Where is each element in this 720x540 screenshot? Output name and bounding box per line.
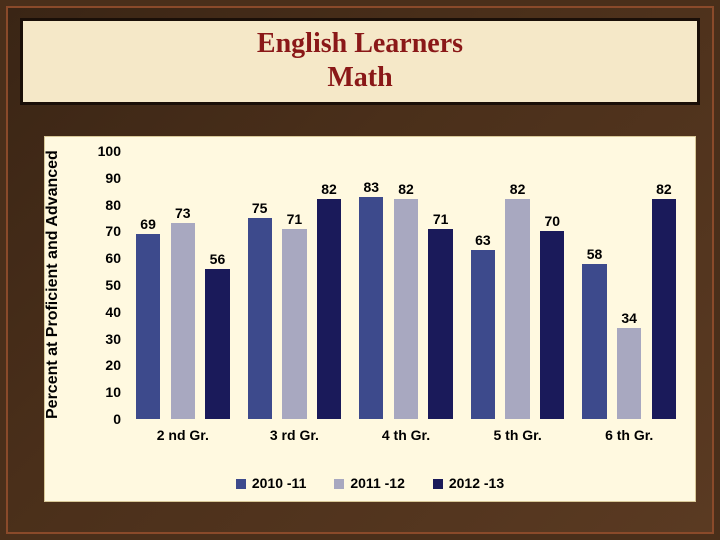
y-tick: 10: [105, 384, 121, 400]
y-axis-label-text: Percent at Proficient and Advanced: [44, 150, 61, 419]
plot-area: 01020304050607080901006973562 nd Gr.7571…: [127, 151, 685, 419]
x-tick: 2 nd Gr.: [157, 427, 209, 443]
bar-value-label: 70: [544, 213, 560, 229]
bar-value-label: 82: [398, 181, 414, 197]
bar: 82: [394, 199, 418, 419]
bar: 73: [171, 223, 195, 419]
y-tick: 70: [105, 223, 121, 239]
legend-label: 2012 -13: [449, 475, 504, 491]
bar-value-label: 56: [210, 251, 226, 267]
bar-value-label: 82: [321, 181, 337, 197]
bar: 69: [136, 234, 160, 419]
x-tick: 6 th Gr.: [605, 427, 653, 443]
bar: 82: [652, 199, 676, 419]
legend-label: 2011 -12: [350, 475, 405, 491]
bar-value-label: 71: [433, 211, 449, 227]
legend-swatch: [334, 479, 344, 489]
y-tick: 30: [105, 331, 121, 347]
bar-value-label: 82: [656, 181, 672, 197]
bar: 75: [248, 218, 272, 419]
bar: 63: [471, 250, 495, 419]
title-line-2: Math: [23, 61, 697, 95]
bar-value-label: 69: [140, 216, 156, 232]
legend-item: 2011 -12: [334, 475, 405, 491]
bar: 70: [540, 231, 564, 419]
bar-value-label: 34: [621, 310, 637, 326]
bar-value-label: 63: [475, 232, 491, 248]
legend-swatch: [236, 479, 246, 489]
bar: 71: [282, 229, 306, 419]
bar: 34: [617, 328, 641, 419]
y-tick: 60: [105, 250, 121, 266]
y-axis-label: Percent at Proficient and Advanced: [44, 219, 62, 419]
y-tick: 0: [113, 411, 121, 427]
chart-panel: Percent at Proficient and Advanced 01020…: [44, 136, 696, 502]
bar: 82: [317, 199, 341, 419]
title-box: English Learners Math: [20, 18, 700, 105]
slide-frame: English Learners Math Percent at Profici…: [6, 6, 714, 534]
y-tick: 40: [105, 304, 121, 320]
legend-item: 2012 -13: [433, 475, 504, 491]
bar: 58: [582, 264, 606, 419]
y-tick: 80: [105, 197, 121, 213]
bar: 71: [428, 229, 452, 419]
bar-value-label: 73: [175, 205, 191, 221]
bar-value-label: 82: [510, 181, 526, 197]
bar: 82: [505, 199, 529, 419]
y-tick: 20: [105, 357, 121, 373]
bar-value-label: 75: [252, 200, 268, 216]
y-tick: 50: [105, 277, 121, 293]
bar: 83: [359, 197, 383, 419]
y-tick: 100: [98, 143, 121, 159]
legend-label: 2010 -11: [252, 475, 307, 491]
bar-value-label: 58: [587, 246, 603, 262]
x-tick: 4 th Gr.: [382, 427, 430, 443]
bar: 56: [205, 269, 229, 419]
legend-swatch: [433, 479, 443, 489]
legend: 2010 -11 2011 -12 2012 -13: [45, 475, 695, 491]
legend-item: 2010 -11: [236, 475, 307, 491]
title-line-1: English Learners: [23, 27, 697, 61]
bar-value-label: 71: [287, 211, 303, 227]
y-tick: 90: [105, 170, 121, 186]
x-tick: 3 rd Gr.: [270, 427, 319, 443]
bar-value-label: 83: [364, 179, 380, 195]
x-tick: 5 th Gr.: [493, 427, 541, 443]
